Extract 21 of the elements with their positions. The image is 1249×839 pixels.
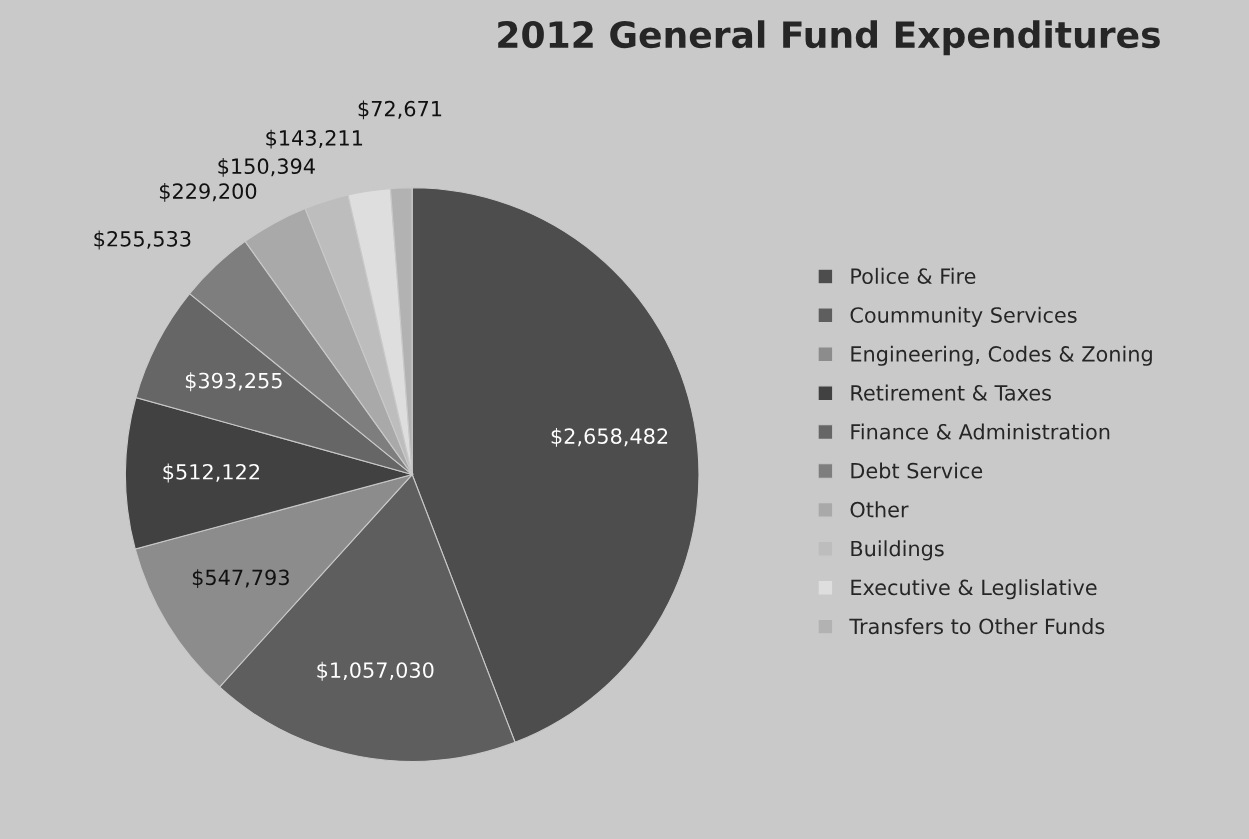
data-label: $1,057,030 <box>317 661 434 681</box>
data-label: $143,211 <box>266 129 363 149</box>
legend-label: Retirement & Taxes <box>851 384 1051 401</box>
legend-label: Finance & Administration <box>851 423 1110 440</box>
chart-title: 2012 General Fund Expenditures <box>498 20 1160 56</box>
legend-label: Debt Service <box>851 462 983 479</box>
data-label: $255,533 <box>94 230 191 250</box>
data-label: $512,122 <box>163 463 260 483</box>
data-label: $229,200 <box>159 182 257 202</box>
legend-label: Buildings <box>851 540 944 561</box>
data-label: $72,671 <box>358 100 442 120</box>
legend-label: Transfers to Other Funds <box>849 618 1105 635</box>
data-label: $150,394 <box>218 157 315 177</box>
legend-label: Police & Fire <box>851 267 976 284</box>
legend-label: Executive & Leglislative <box>851 579 1097 600</box>
legend-label: Coummunity Services <box>850 306 1077 327</box>
data-label: $393,255 <box>185 372 282 392</box>
legend-label: Engineering, Codes & Zoning <box>851 345 1152 366</box>
legend-label: Other <box>850 501 909 518</box>
data-label: $547,793 <box>192 569 289 589</box>
data-label: $2,658,482 <box>551 427 668 447</box>
